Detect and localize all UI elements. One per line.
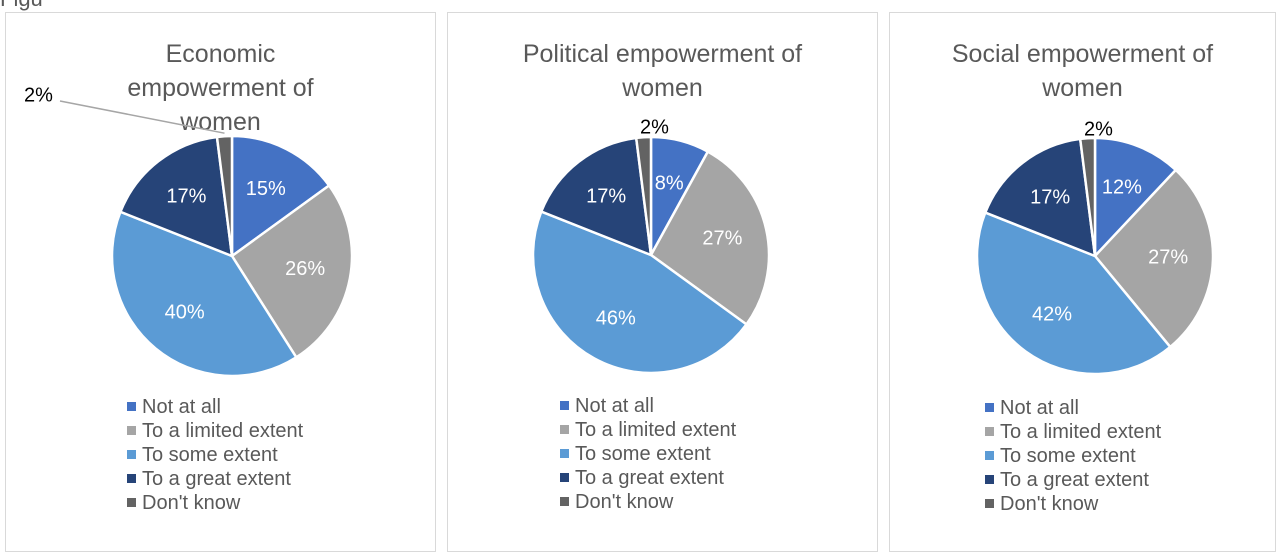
pie-slice-dont-know: [1078, 136, 1097, 257]
legend-item-great-extent: To a great extent: [560, 466, 736, 490]
data-label-dont-know: 2%: [640, 116, 669, 138]
data-label-some-extent: 46%: [596, 307, 636, 329]
legend-item-dont-know: Don't know: [985, 492, 1161, 516]
legend-swatch: [560, 473, 569, 482]
legend-label: To a great extent: [1000, 469, 1149, 491]
legend-label: Not at all: [1000, 397, 1079, 419]
legend-item-limited-extent: To a limited extent: [127, 419, 303, 443]
data-label-great-extent: 17%: [166, 185, 206, 207]
economic-empowerment-chart: Economic empowerment of women 15% 26% 40% 1…: [5, 12, 436, 552]
legend-swatch: [985, 427, 994, 436]
pie-chart-svg: 12% 27% 42% 17% 2%: [975, 118, 1215, 376]
legend-swatch: [127, 426, 136, 435]
pie-slice-great-extent: [539, 136, 653, 257]
legend-swatch: [985, 403, 994, 412]
chart-legend: Not at all To a limited extent To some e…: [560, 394, 736, 514]
chart-legend: Not at all To a limited extent To some e…: [985, 396, 1161, 516]
pie-slice-some-extent: [975, 210, 1172, 376]
legend-item-not-at-all: Not at all: [985, 396, 1161, 420]
pie-slice-great-extent: [983, 137, 1097, 258]
pie-slice-dont-know: [215, 134, 234, 257]
pie-slice-dont-know: [634, 135, 653, 256]
leader-line: [59, 100, 225, 134]
data-label-limited-extent: 26%: [285, 258, 325, 280]
chart-title: Political empowerment of women: [522, 40, 803, 102]
legend-label: Don't know: [1000, 493, 1099, 515]
legend-item-some-extent: To some extent: [560, 442, 736, 466]
legend-label: To a great extent: [142, 468, 291, 490]
legend-item-limited-extent: To a limited extent: [560, 418, 736, 442]
legend-swatch: [560, 401, 569, 410]
legend-swatch: [985, 451, 994, 460]
pie-chart-svg: 15% 26% 40% 17% 2%: [24, 84, 354, 378]
social-empowerment-chart: Social empowerment of women 12% 27% 42% 17%…: [889, 12, 1276, 552]
data-label-great-extent: 17%: [1030, 186, 1070, 208]
chart-title: Social empowerment of women: [951, 40, 1214, 102]
legend-item-limited-extent: To a limited extent: [985, 420, 1161, 444]
legend-swatch: [127, 450, 136, 459]
pie-slice-not-at-all: [1093, 136, 1178, 260]
data-label-limited-extent: 27%: [1148, 247, 1188, 269]
legend-swatch: [127, 498, 136, 507]
legend-item-dont-know: Don't know: [560, 490, 736, 514]
data-label-dont-know: 2%: [1084, 118, 1113, 140]
data-label-great-extent: 17%: [586, 185, 626, 207]
legend-label: To a great extent: [575, 467, 724, 489]
political-empowerment-chart: Political empowerment of women 8% 27% 46% 1…: [447, 12, 878, 552]
data-label-not-at-all: 12%: [1102, 176, 1142, 198]
data-label-dont-know: 2%: [24, 84, 53, 106]
legend-label: To a limited extent: [142, 420, 304, 442]
pie-slice-limited-extent: [230, 183, 354, 360]
legend-item-some-extent: To some extent: [985, 444, 1161, 468]
legend-swatch: [127, 402, 136, 411]
legend-item-dont-know: Don't know: [127, 491, 303, 515]
legend-swatch: [127, 474, 136, 483]
pie-slice-limited-extent: [1093, 168, 1215, 349]
legend-label: Don't know: [142, 492, 241, 514]
legend-label: To some extent: [142, 444, 278, 466]
pie-slice-not-at-all: [230, 134, 331, 259]
legend-item-not-at-all: Not at all: [560, 394, 736, 418]
pie-slice-some-extent: [110, 210, 299, 378]
data-label-not-at-all: 15%: [246, 178, 286, 200]
legend-label: To a limited extent: [575, 419, 737, 441]
legend-label: To some extent: [575, 443, 711, 465]
legend-item-great-extent: To a great extent: [985, 468, 1161, 492]
legend-swatch: [985, 499, 994, 508]
legend-item-some-extent: To some extent: [127, 443, 303, 467]
legend-item-not-at-all: Not at all: [127, 395, 303, 419]
data-label-not-at-all: 8%: [655, 172, 684, 194]
legend-label: Not at all: [575, 395, 654, 417]
pie-chart-svg: 8% 27% 46% 17% 2%: [531, 116, 771, 375]
data-label-some-extent: 42%: [1032, 303, 1072, 325]
data-label-limited-extent: 27%: [702, 227, 742, 249]
data-label-some-extent: 40%: [165, 302, 205, 324]
chart-title: Economic empowerment of women: [127, 40, 314, 136]
pie-slice-great-extent: [118, 135, 234, 258]
legend-label: To some extent: [1000, 445, 1136, 467]
pie-slice-limited-extent: [649, 149, 771, 327]
legend-item-great-extent: To a great extent: [127, 467, 303, 491]
legend-label: Don't know: [575, 491, 674, 513]
legend-swatch: [985, 475, 994, 484]
pie-slice-some-extent: [531, 209, 749, 375]
legend-label: Not at all: [142, 396, 221, 418]
chart-legend: Not at all To a limited extent To some e…: [127, 395, 303, 515]
figure-caption-fragment: Figure: [0, 0, 44, 12]
legend-swatch: [560, 425, 569, 434]
legend-swatch: [560, 497, 569, 506]
legend-label: To a limited extent: [1000, 421, 1162, 443]
legend-swatch: [560, 449, 569, 458]
